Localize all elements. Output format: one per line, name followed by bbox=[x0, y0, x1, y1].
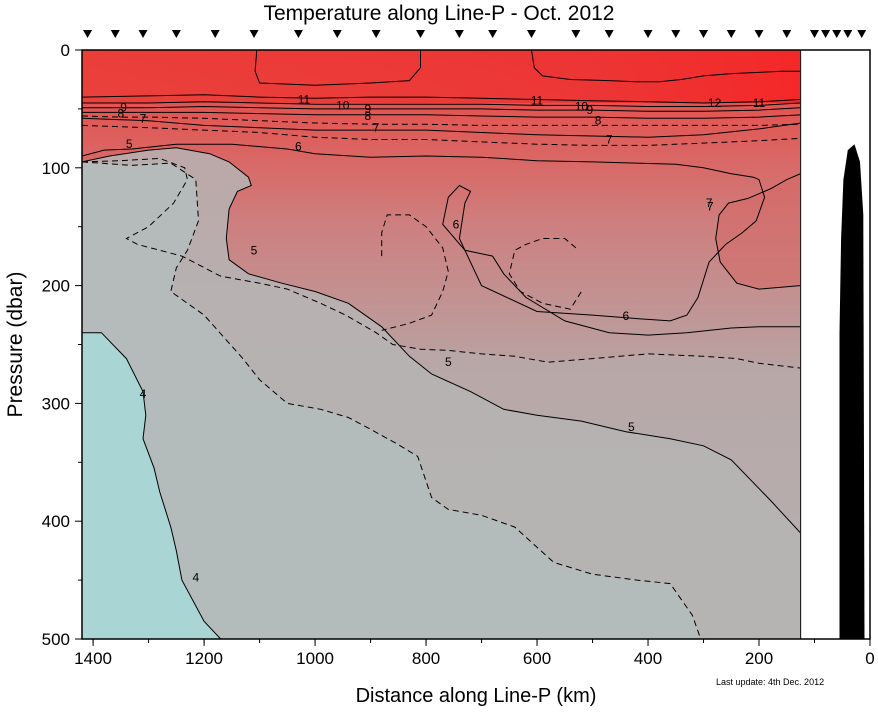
contour-label: 5 bbox=[126, 137, 133, 151]
contour-label: 7 bbox=[706, 196, 713, 210]
station-marker bbox=[699, 30, 709, 38]
station-marker bbox=[332, 30, 342, 38]
station-marker bbox=[726, 30, 736, 38]
station-marker bbox=[293, 30, 303, 38]
surface-warm-layer bbox=[82, 50, 800, 104]
station-marker bbox=[604, 30, 614, 38]
contour-label: 9 bbox=[364, 102, 371, 116]
contour-line-11 bbox=[82, 94, 800, 104]
station-marker bbox=[371, 30, 381, 38]
station-marker bbox=[416, 30, 426, 38]
station-marker bbox=[249, 30, 259, 38]
contour-label: 11 bbox=[298, 93, 311, 107]
contour-line-5 bbox=[82, 147, 800, 534]
contour-line-8 bbox=[82, 111, 800, 119]
station-marker bbox=[138, 30, 148, 38]
contour-label: 11 bbox=[753, 96, 766, 110]
contour-line-7-5 bbox=[82, 115, 800, 126]
x-tick-label: 1400 bbox=[74, 649, 112, 668]
contour-label: 5 bbox=[251, 243, 258, 257]
station-marker bbox=[110, 30, 120, 38]
station-marker bbox=[843, 30, 853, 38]
y-axis-label: Pressure (dbar) bbox=[4, 272, 27, 418]
contour-label: 4 bbox=[140, 387, 147, 401]
x-tick-label: 200 bbox=[745, 649, 773, 668]
contour-label: 10 bbox=[336, 98, 350, 112]
x-tick-label: 1200 bbox=[185, 649, 223, 668]
contour-label: 5 bbox=[628, 420, 635, 434]
contour-line-12 bbox=[254, 50, 421, 86]
station-marker bbox=[832, 30, 842, 38]
station-marker bbox=[526, 30, 536, 38]
x-axis-label: Distance along Line-P (km) bbox=[356, 685, 597, 707]
station-marker bbox=[571, 30, 581, 38]
contour-line-7 bbox=[82, 117, 800, 138]
y-tick-label: 300 bbox=[42, 394, 70, 413]
contour-label: 8 bbox=[595, 114, 602, 128]
station-marker bbox=[171, 30, 181, 38]
station-marker bbox=[754, 30, 764, 38]
station-marker bbox=[643, 30, 653, 38]
contour-label: 12 bbox=[708, 96, 722, 110]
contour-line-6 bbox=[82, 143, 800, 336]
zone-warm-pocket bbox=[715, 173, 800, 290]
y-tick-label: 500 bbox=[42, 630, 70, 649]
zone-below-4.5 bbox=[82, 161, 701, 639]
station-marker bbox=[821, 30, 831, 38]
seafloor-topography bbox=[839, 144, 865, 639]
x-tick-label: 1000 bbox=[296, 649, 334, 668]
contour-line-9 bbox=[82, 105, 800, 112]
contour-line-4-5 bbox=[82, 161, 702, 639]
station-marker bbox=[857, 30, 867, 38]
contour-label: 4 bbox=[192, 571, 199, 585]
x-tick-label: 400 bbox=[634, 649, 662, 668]
y-tick-label: 200 bbox=[42, 277, 70, 296]
station-marker bbox=[210, 30, 220, 38]
contour-line-5-5 bbox=[381, 214, 449, 331]
zone-below-4 bbox=[82, 332, 221, 639]
contour-label: 7 bbox=[606, 133, 613, 147]
contour-label: 8 bbox=[117, 107, 124, 121]
contour-line-5-5 bbox=[508, 238, 582, 310]
contour-label: 9 bbox=[586, 103, 593, 117]
contour-label: 5 bbox=[445, 355, 452, 369]
x-tick-label: 0 bbox=[865, 649, 874, 668]
contour-line-5-5 bbox=[82, 157, 800, 369]
contour-label: 10 bbox=[575, 100, 589, 114]
contour-line-10 bbox=[82, 101, 800, 107]
station-marker bbox=[671, 30, 681, 38]
y-tick-label: 100 bbox=[42, 159, 70, 178]
x-tick-label: 600 bbox=[523, 649, 551, 668]
contour-label: 9 bbox=[120, 101, 127, 115]
contour-label: 7 bbox=[707, 200, 714, 214]
contour-label: 6 bbox=[295, 140, 302, 154]
contour-label: 6 bbox=[453, 217, 460, 231]
station-marker bbox=[488, 30, 498, 38]
chart-title: Temperature along Line-P - Oct. 2012 bbox=[263, 2, 615, 25]
contour-label: 11 bbox=[531, 94, 544, 108]
station-marker bbox=[810, 30, 820, 38]
x-tick-label: 800 bbox=[412, 649, 440, 668]
contour-line-12 bbox=[531, 50, 800, 83]
contour-line-6-5 bbox=[82, 124, 800, 146]
station-marker bbox=[83, 30, 93, 38]
station-marker bbox=[782, 30, 792, 38]
station-marker bbox=[454, 30, 464, 38]
contour-label: 6 bbox=[622, 309, 629, 323]
y-tick-label: 0 bbox=[61, 41, 70, 60]
contour-label: 7 bbox=[373, 121, 380, 135]
y-tick-label: 400 bbox=[42, 512, 70, 531]
contour-label: 7 bbox=[140, 111, 147, 125]
contour-line-7 bbox=[715, 173, 800, 290]
contour-label: 8 bbox=[364, 109, 371, 123]
contour-line-4 bbox=[82, 332, 222, 639]
last-update-note: Last update: 4th Dec. 2012 bbox=[716, 677, 825, 687]
